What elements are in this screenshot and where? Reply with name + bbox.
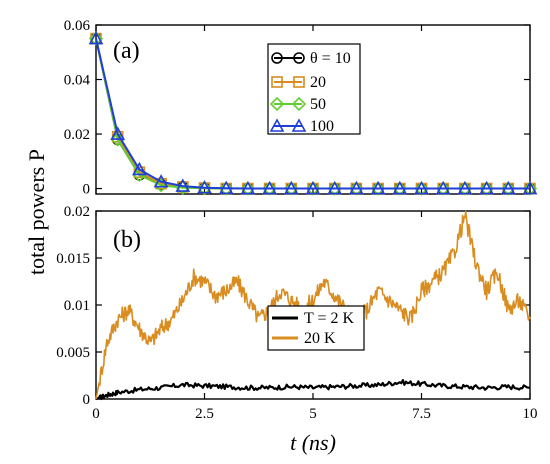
legend-marker bbox=[271, 52, 283, 64]
data-point bbox=[501, 181, 516, 196]
y-tick-label: 0.06 bbox=[64, 18, 91, 34]
panel-a-series bbox=[88, 30, 538, 196]
series-line-0 bbox=[95, 379, 530, 401]
legend-box bbox=[267, 305, 365, 351]
legend-label: T = 2 K bbox=[304, 310, 355, 327]
data-point bbox=[88, 30, 104, 45]
panel-a: 0 0.02 0.04 0.06 (a) θ = 10 20 50 100 bbox=[64, 18, 538, 198]
data-point bbox=[479, 181, 494, 196]
legend-label: 20 K bbox=[304, 330, 336, 347]
y-tick-label: 0.02 bbox=[64, 204, 90, 220]
data-point bbox=[522, 181, 538, 196]
panel-a-legend: θ = 10 20 50 100 bbox=[267, 43, 361, 135]
series-line-3 bbox=[95, 38, 530, 190]
data-point bbox=[132, 167, 147, 183]
y-tick-label: 0.005 bbox=[56, 345, 90, 361]
data-point bbox=[457, 181, 473, 196]
data-point bbox=[349, 181, 364, 196]
data-point bbox=[175, 178, 191, 192]
legend-marker bbox=[293, 52, 305, 64]
data-point bbox=[240, 180, 256, 195]
panel-b-legend: T = 2 K 20 K bbox=[267, 305, 365, 351]
data-point bbox=[327, 181, 342, 196]
x-tick-label: 0 bbox=[92, 406, 100, 422]
data-point bbox=[392, 181, 407, 196]
y-tick-label: 0 bbox=[83, 392, 91, 408]
data-point bbox=[218, 180, 234, 195]
data-point bbox=[349, 180, 364, 195]
y-tick-label: 0.01 bbox=[64, 298, 90, 314]
legend-marker bbox=[291, 96, 307, 112]
data-point bbox=[522, 180, 538, 195]
panel-b-label: (b) bbox=[113, 227, 141, 253]
panel-b-ticks: 0 2.5 5 7.5 10 0 0.005 0.01 0.015 0.02 bbox=[56, 204, 537, 422]
data-point bbox=[262, 180, 277, 195]
data-point bbox=[197, 180, 212, 194]
data-point bbox=[283, 180, 299, 195]
x-tick-label: 5 bbox=[309, 406, 317, 422]
data-point bbox=[305, 181, 321, 196]
legend-label: 100 bbox=[310, 118, 334, 135]
data-point bbox=[262, 181, 277, 196]
legend-marker bbox=[269, 118, 285, 132]
legend-marker bbox=[291, 118, 307, 132]
legend-marker bbox=[293, 76, 305, 88]
y-tick-label: 0.02 bbox=[64, 127, 90, 143]
legend-label: 50 bbox=[310, 96, 326, 113]
data-point bbox=[197, 181, 212, 196]
y-tick-label: 0.04 bbox=[64, 73, 91, 89]
legend-marker bbox=[271, 76, 283, 88]
data-point bbox=[305, 180, 321, 195]
data-point bbox=[219, 181, 234, 196]
panel-a-label: (a) bbox=[113, 38, 140, 64]
data-point bbox=[327, 180, 343, 195]
y-tick-label: 0.015 bbox=[56, 251, 90, 267]
legend-label: θ = 10 bbox=[310, 50, 351, 67]
y-tick-label: 0 bbox=[83, 182, 91, 198]
x-tick-label: 10 bbox=[523, 406, 538, 422]
data-point bbox=[457, 180, 473, 195]
data-point bbox=[414, 181, 429, 196]
data-point bbox=[500, 180, 516, 195]
data-point bbox=[110, 126, 126, 140]
data-point bbox=[414, 180, 429, 195]
data-point bbox=[240, 181, 256, 196]
x-axis-label: t (ns) bbox=[290, 430, 336, 455]
panel-b: 0 2.5 5 7.5 10 0 0.005 0.01 0.015 0.02 (b) T = 2 … bbox=[56, 204, 537, 422]
data-point bbox=[132, 161, 147, 176]
legend-marker bbox=[269, 96, 285, 112]
data-point bbox=[88, 31, 104, 46]
y-axis-label: total powers P bbox=[24, 149, 49, 275]
legend-label: 20 bbox=[310, 74, 326, 91]
data-point bbox=[436, 181, 451, 196]
data-point bbox=[479, 180, 494, 195]
data-point bbox=[370, 181, 386, 196]
x-tick-label: 7.5 bbox=[412, 406, 431, 422]
data-point bbox=[392, 180, 408, 195]
data-point bbox=[435, 180, 451, 195]
x-tick-label: 2.5 bbox=[195, 406, 214, 422]
data-point bbox=[284, 181, 299, 196]
data-point bbox=[370, 180, 386, 195]
data-point bbox=[110, 132, 125, 147]
data-point bbox=[153, 174, 169, 188]
